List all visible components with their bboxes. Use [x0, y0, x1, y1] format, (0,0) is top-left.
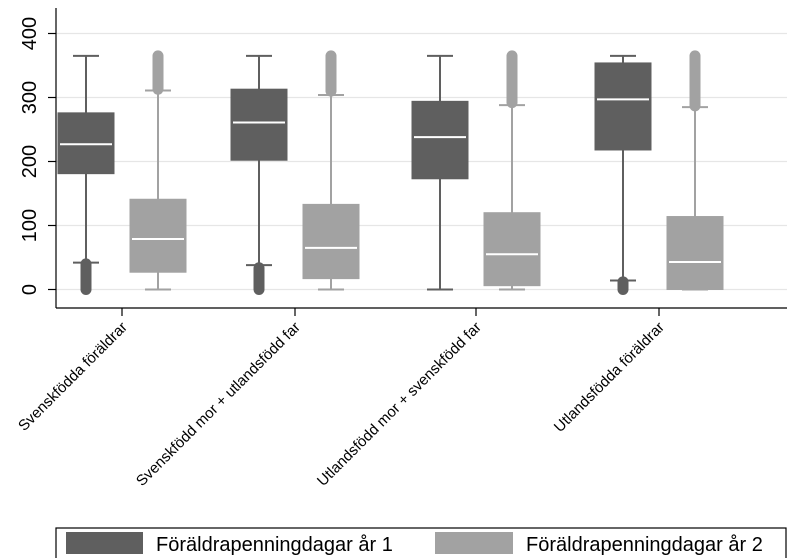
box-s2-g2: [302, 203, 360, 280]
y-tick-label-400: 400: [19, 17, 41, 50]
legend-box: [55, 527, 787, 558]
legend-label-1: Föräldrapenningdagar år 1: [156, 534, 393, 556]
box-s2-g1: [129, 198, 187, 273]
category-label-2: Svenskfödd mor + utlandsfödd far: [133, 319, 304, 490]
legend-label-2: Föräldrapenningdagar år 2: [526, 534, 763, 556]
y-tick-label-0: 0: [19, 284, 41, 295]
box-s2-g3: [483, 212, 541, 287]
y-tick-label-300: 300: [19, 81, 41, 114]
y-tick-label-100: 100: [19, 209, 41, 242]
category-label-3: Utlandsfödd mor + svenskfödd far: [314, 319, 485, 490]
box-s1-g2: [230, 88, 288, 161]
legend-swatch-1: [66, 532, 143, 554]
category-label-4: Utlandsfödda föräldrar: [551, 319, 668, 436]
category-label-1: Svenskfödda föräldrar: [15, 319, 131, 435]
box-s1-g3: [411, 100, 469, 180]
box-s1-g4: [594, 62, 652, 151]
box-s2-g4: [666, 216, 724, 290]
legend-swatch-2: [435, 532, 513, 554]
y-tick-label-200: 200: [19, 145, 41, 178]
